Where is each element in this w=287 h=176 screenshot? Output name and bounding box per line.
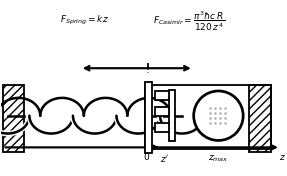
Bar (155, 107, 169, 116)
Text: $z'$: $z'$ (160, 153, 168, 164)
Bar (249, 85, 271, 152)
Circle shape (194, 91, 243, 140)
Bar (145, 82, 152, 153)
Bar (145, 85, 271, 149)
Text: $F_{Spring} = kz$: $F_{Spring} = kz$ (60, 14, 109, 27)
Bar (3, 85, 24, 152)
Bar (155, 123, 169, 131)
Text: $z_{max}$: $z_{max}$ (208, 153, 229, 164)
Text: $z$: $z$ (279, 153, 286, 162)
Bar (169, 90, 175, 142)
Text: 0: 0 (143, 153, 149, 162)
Text: $F_{Casimir}{=}\dfrac{\pi^3\hbar c\;R}{120\,z^4}$: $F_{Casimir}{=}\dfrac{\pi^3\hbar c\;R}{1… (153, 9, 225, 33)
Bar (155, 91, 169, 100)
